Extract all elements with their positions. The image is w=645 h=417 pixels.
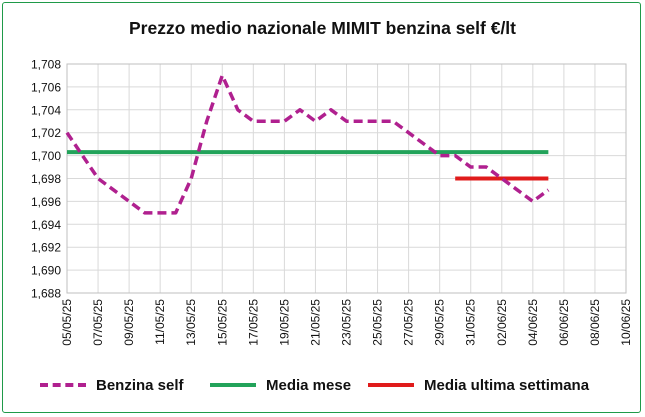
y-tick-label: 1,694 [31,218,61,232]
x-tick-label: 05/05/25 [60,299,74,346]
y-tick-label: 1,688 [31,287,61,301]
x-tick-label: 07/05/25 [91,299,105,346]
x-tick-label: 15/05/25 [215,299,229,346]
legend-label-media-mese: Media mese [266,376,352,394]
legend-swatch-benzina-self [40,383,86,387]
chart-legend: Benzina self Media mese Media ultima set… [40,373,640,397]
x-tick-label: 23/05/25 [340,299,354,346]
chart-frame [2,2,641,413]
x-tick-label: 17/05/25 [246,299,260,346]
x-tick-label: 10/06/25 [619,299,633,346]
y-tick-label: 1,700 [31,149,61,163]
x-tick-label: 09/05/25 [122,299,136,346]
chart-title: Prezzo medio nazionale MIMIT benzina sel… [128,18,516,38]
x-tick-label: 29/05/25 [433,299,447,346]
x-tick-label: 21/05/25 [308,299,322,346]
legend-label-benzina-self: Benzina self [96,376,184,394]
y-tick-label: 1,702 [31,126,61,140]
y-tick-label: 1,692 [31,241,61,255]
legend-label-media-ultima-settimana: Media ultima settimana [424,376,590,394]
y-tick-label: 1,696 [31,195,61,209]
y-tick-label: 1,690 [31,264,61,278]
x-tick-label: 13/05/25 [184,299,198,346]
x-tick-label: 27/05/25 [402,299,416,346]
legend-item-benzina-self: Benzina self [40,373,184,397]
x-tick-label: 11/05/25 [153,299,167,345]
x-tick-label: 31/05/25 [464,299,478,346]
x-tick-label: 02/06/25 [495,299,509,346]
y-tick-label: 1,708 [31,58,61,72]
x-tick-label: 19/05/25 [277,299,291,346]
x-tick-label: 04/06/25 [526,299,540,346]
y-tick-label: 1,706 [31,80,61,94]
x-tick-label: 06/06/25 [557,299,571,346]
legend-item-media-ultima-settimana: Media ultima settimana [368,373,589,397]
plot-area-border [66,63,627,294]
x-tick-label: 08/06/25 [588,299,602,346]
x-tick-label: 25/05/25 [371,299,385,346]
legend-item-media-mese: Media mese [210,373,351,397]
legend-swatch-media-mese [210,383,256,387]
legend-swatch-media-ultima-settimana [368,383,414,387]
y-tick-label: 1,704 [31,103,61,117]
series-line-benzina-self [65,73,550,215]
y-tick-label: 1,698 [31,172,61,186]
